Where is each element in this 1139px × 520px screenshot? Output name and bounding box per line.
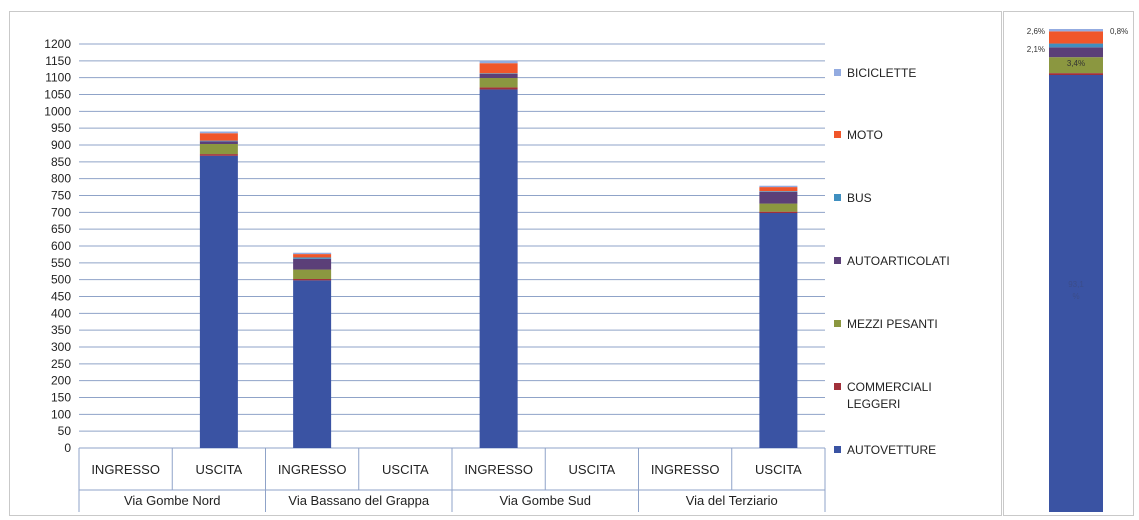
y-tick-label: 650 [51, 222, 71, 236]
legend-swatch [834, 69, 841, 76]
y-tick-label: 1050 [44, 88, 71, 102]
legend-label: MOTO [847, 128, 883, 142]
stacked-bar-chart: 0 50 100 150 200 250 300 350 400 450 500 550 600 650 7… [44, 37, 950, 512]
legend-swatch [834, 257, 841, 264]
bar-segment [759, 185, 798, 188]
percent-label: 2,1% [1027, 45, 1045, 54]
bar-segment [293, 258, 332, 270]
legend-label: BUS [847, 191, 872, 205]
legend-swatch [834, 383, 841, 390]
y-tick-label: 50 [58, 424, 72, 438]
bar-segment [479, 73, 518, 79]
y-tick-label: 300 [51, 340, 71, 354]
bar-segment [759, 211, 798, 214]
bar-segment [199, 141, 238, 144]
group-label: Via Gombe Nord [124, 493, 221, 508]
y-tick-label: 850 [51, 155, 71, 169]
y-tick-label: 200 [51, 374, 71, 388]
percent-segment [1049, 73, 1103, 75]
category-label: INGRESSO [651, 462, 720, 477]
percentage-stacked-bar: 93,1% 3,4% 2,1% 2,6% 0,8% [1027, 27, 1128, 512]
legend-swatch [834, 320, 841, 327]
bar-segment [199, 133, 238, 141]
bar-segment [479, 89, 518, 448]
bar-segment [293, 280, 332, 448]
y-tick-label: 250 [51, 357, 71, 371]
legend-swatch [834, 194, 841, 201]
percent-label: 3,4% [1067, 59, 1085, 68]
bar-segment [479, 63, 518, 74]
legend-label: MEZZI PESANTI [847, 317, 938, 331]
bar-segment [759, 187, 798, 192]
bar-segment [759, 191, 798, 192]
percent-segment [1049, 29, 1103, 32]
y-tick-label: 400 [51, 306, 71, 320]
percent-label: % [1072, 292, 1079, 301]
category-label: INGRESSO [278, 462, 347, 477]
group-label: Via del Terziario [686, 493, 778, 508]
y-tick-label: 900 [51, 138, 71, 152]
category-label: USCITA [569, 462, 616, 477]
legend-label: COMMERCIALI [847, 380, 932, 394]
category-label: INGRESSO [464, 462, 533, 477]
bar-segment [293, 254, 332, 258]
bar-segment [479, 87, 518, 90]
percent-segment [1049, 75, 1103, 512]
y-tick-label: 1150 [45, 54, 71, 68]
y-tick-label: 550 [51, 256, 71, 270]
percent-label: 93,1 [1068, 280, 1084, 289]
y-tick-label: 100 [51, 407, 71, 421]
bar-segment [479, 60, 518, 64]
bar-segment [479, 73, 518, 74]
legend-swatch [834, 446, 841, 453]
percent-segment [1049, 57, 1103, 74]
y-tick-label: 700 [51, 205, 71, 219]
group-label: Via Bassano del Grappa [288, 493, 429, 508]
category-label: USCITA [755, 462, 802, 477]
main-chart-frame: 0 50 100 150 200 250 300 350 400 450 500 550 600 650 7… [9, 11, 1002, 516]
y-tick-label: 150 [51, 391, 71, 405]
y-tick-label: 1000 [44, 104, 71, 118]
bar-segment [293, 257, 332, 259]
bar-segment [199, 143, 238, 155]
bar-segment [759, 203, 798, 212]
category-label: USCITA [382, 462, 429, 477]
category-label: USCITA [196, 462, 243, 477]
group-label: Via Gombe Sud [499, 493, 591, 508]
y-tick-label: 800 [51, 172, 71, 186]
bar-segment [199, 155, 238, 449]
percent-segment [1049, 43, 1103, 48]
percent-segment [1049, 31, 1103, 44]
bar-segment [759, 191, 798, 204]
percent-label: 0,8% [1110, 27, 1128, 36]
bar-segment [199, 154, 238, 156]
percent-label: 2,6% [1027, 27, 1045, 36]
y-tick-label: 350 [51, 323, 71, 337]
bar-segment [293, 252, 332, 255]
y-tick-label: 750 [51, 189, 71, 203]
y-tick-label: 600 [51, 239, 71, 253]
percent-segment [1049, 47, 1103, 58]
legend-label: AUTOVETTURE [847, 443, 936, 457]
legend-label: LEGGERI [847, 397, 900, 411]
bar-segment [293, 269, 332, 279]
y-tick-label: 450 [51, 290, 71, 304]
percentage-chart-frame: 93,1% 3,4% 2,1% 2,6% 0,8% [1003, 11, 1134, 516]
y-tick-label: 1200 [44, 37, 71, 51]
bar-segment [293, 278, 332, 281]
bar-segment [199, 131, 238, 134]
y-tick-label: 1100 [45, 71, 71, 85]
y-tick-label: 500 [51, 273, 71, 287]
bar-segment [759, 213, 798, 448]
legend-label: BICICLETTE [847, 66, 916, 80]
y-tick-label: 0 [64, 441, 71, 455]
legend-label: AUTOARTICOLATI [847, 254, 950, 268]
y-tick-label: 950 [51, 121, 71, 135]
category-label: INGRESSO [91, 462, 160, 477]
bar-segment [479, 78, 518, 88]
bar-segment [199, 140, 238, 142]
legend-swatch [834, 131, 841, 138]
